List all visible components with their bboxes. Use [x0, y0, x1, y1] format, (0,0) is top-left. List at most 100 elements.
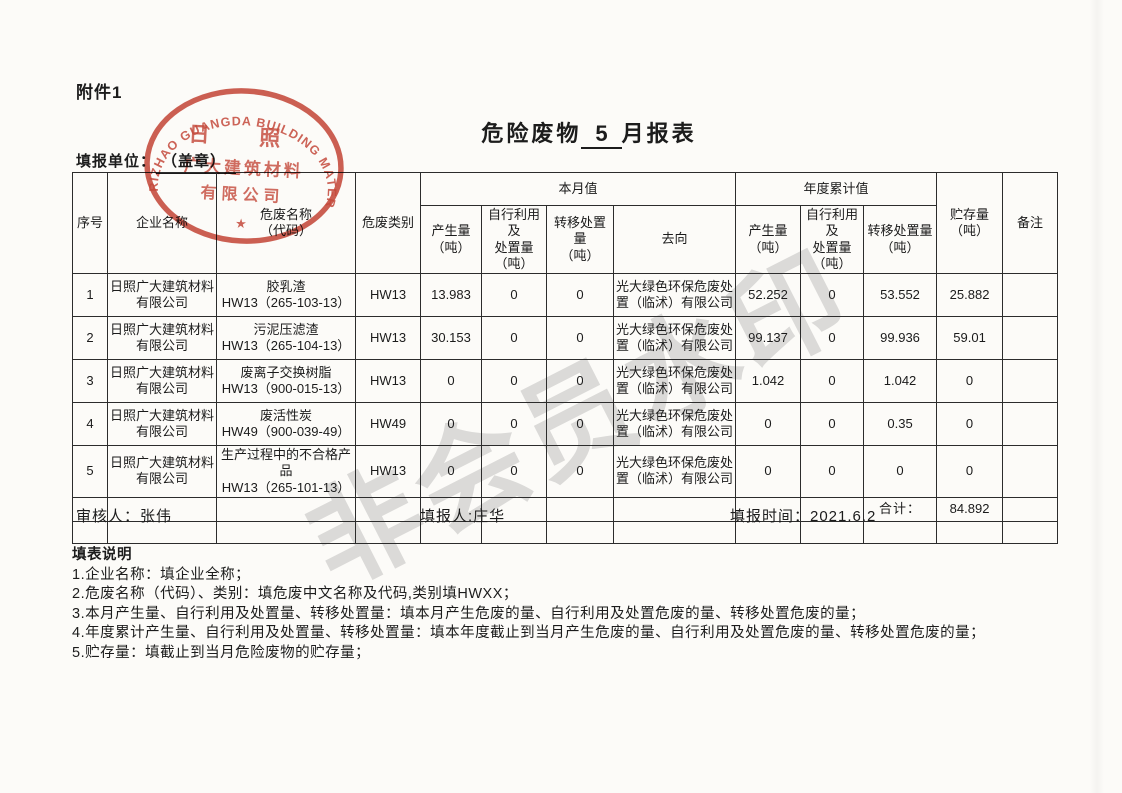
- header-seq: 序号: [72, 172, 108, 274]
- note-item: 3.本月产生量、自行利用及处置量、转移处置量：填本月产生危废的量、自行利用及处置…: [72, 605, 866, 622]
- cell-month-generated: 0: [420, 402, 482, 446]
- cell-category: HW13: [355, 316, 421, 360]
- title-suffix: 月报表: [621, 121, 697, 146]
- cell-month-self-disposed: 0: [481, 359, 547, 403]
- hazardous-waste-table: 序号 企业名称 危废名称 （代码） 危废类别 本月值 年度累计值 贮存量 （吨）…: [72, 172, 1059, 544]
- cell-category: HW13: [355, 359, 421, 403]
- cell-year-transferred: 99.936: [863, 316, 938, 360]
- cell-empty: [612, 496, 737, 522]
- cell-year-generated: 52.252: [735, 273, 802, 317]
- header-year-group: 年度累计值: [735, 172, 938, 206]
- cell-month-self-disposed: 0: [481, 402, 547, 446]
- cell-empty: [216, 496, 356, 522]
- cell-empty: [355, 520, 421, 544]
- cell-storage: 0: [936, 359, 1004, 403]
- cell-month-transferred: 0: [546, 273, 614, 317]
- cell-year-generated: 0: [735, 445, 802, 498]
- cell-year-transferred: 0.35: [863, 402, 938, 446]
- cell-category: HW13: [355, 273, 421, 317]
- header-waste-name: 危废名称 （代码）: [216, 172, 356, 274]
- cell-year-self-disposed: 0: [800, 316, 865, 360]
- cell-month-transferred: 0: [546, 402, 614, 446]
- waste-code: HW13（265-103-13）: [221, 295, 351, 310]
- cell-year-generated: 99.137: [735, 316, 802, 360]
- table-row: 5 日照广大建筑材料有限公司 生产过程中的不合格产品 HW13（265-101-1…: [72, 445, 1059, 498]
- cell-company: 日照广大建筑材料有限公司: [107, 402, 217, 446]
- unit-label: 填报单位：: [76, 153, 157, 170]
- cell-month-self-disposed: 0: [481, 445, 547, 498]
- cell-month-generated: 0: [420, 445, 482, 498]
- reviewer-signature: 审核人：张伟: [76, 508, 173, 525]
- page-title: 危险废物 5 月报表: [28, 116, 1122, 149]
- cell-category: HW49: [355, 402, 421, 446]
- cell-empty: [355, 496, 421, 522]
- cell-storage: 0: [936, 445, 1004, 498]
- cell-destination: 光大绿色环保危废处置（临沭）有限公司: [612, 316, 737, 360]
- cell-company: 日照广大建筑材料有限公司: [107, 273, 217, 317]
- header-year-transferred: 转移处置量 （吨）: [863, 205, 938, 274]
- cell-remark: [1002, 359, 1059, 403]
- header-remark: 备注: [1002, 172, 1059, 274]
- cell-empty: [546, 496, 614, 522]
- cell-waste: 废活性炭 HW49（900-039-49）: [216, 402, 356, 446]
- header-year-self-disposed: 自行利用及 处置量 （吨）: [800, 205, 865, 274]
- cell-storage: 59.01: [936, 316, 1004, 360]
- title-prefix: 危险废物: [481, 121, 582, 146]
- table-row: 1 日照广大建筑材料有限公司 胶乳渣 HW13（265-103-13） HW13 …: [72, 273, 1059, 317]
- cell-destination: 光大绿色环保危废处置（临沭）有限公司: [612, 402, 737, 446]
- table-row: 2 日照广大建筑材料有限公司 污泥压滤渣 HW13（265-104-13） HW1…: [72, 316, 1059, 360]
- note-item: 2.危废名称（代码）、类别：填危废中文名称及代码,类别填HWXX；: [72, 586, 518, 602]
- cell-year-transferred: 0: [863, 445, 938, 498]
- cell-waste: 废离子交换树脂 HW13（900-015-13）: [216, 359, 356, 403]
- header-destination: 去向: [612, 205, 737, 274]
- cell-empty: [546, 520, 614, 544]
- cell-year-generated: 0: [735, 402, 802, 446]
- cell-empty: [612, 520, 737, 544]
- cell-seq: 4: [72, 402, 108, 446]
- cell-empty: [863, 520, 938, 544]
- waste-code: HW49（900-039-49）: [221, 424, 351, 439]
- cell-month-generated: 0: [420, 359, 482, 403]
- waste-name: 污泥压滤渣: [253, 321, 319, 337]
- note-item: 4.年度累计产生量、自行利用及处置量、转移处置量：填本年度截止到当月产生危废的量…: [72, 625, 986, 641]
- cell-month-self-disposed: 0: [481, 316, 547, 360]
- cell-year-self-disposed: 0: [800, 445, 865, 498]
- cell-month-transferred: 0: [546, 359, 614, 403]
- table-header: 序号 企业名称 危废名称 （代码） 危废类别 本月值 年度累计值 贮存量 （吨）…: [72, 172, 1059, 274]
- cell-remark: [1002, 445, 1059, 498]
- cell-year-self-disposed: 0: [800, 359, 865, 403]
- table-body: 1 日照广大建筑材料有限公司 胶乳渣 HW13（265-103-13） HW13 …: [72, 273, 1059, 498]
- reporting-unit-line: 填报单位： （盖章）: [76, 150, 237, 174]
- cell-year-transferred: 1.042: [863, 359, 938, 403]
- total-label: 合计：: [863, 496, 938, 522]
- note-item: 5.贮存量：填截止到当月危险废物的贮存量；: [72, 644, 371, 661]
- cell-remark: [1002, 402, 1059, 446]
- report-date: 填报时间：2021.6.2: [730, 508, 877, 525]
- cell-seq: 3: [72, 359, 108, 403]
- header-year-generated: 产生量 （吨）: [735, 205, 802, 274]
- table-tail: 合计： 84.892: [72, 496, 1059, 544]
- cell-year-self-disposed: 0: [800, 273, 865, 317]
- cell-year-generated: 1.042: [735, 359, 802, 403]
- cell-company: 日照广大建筑材料有限公司: [107, 359, 217, 403]
- header-month-transferred: 转移处置量 （吨）: [546, 205, 614, 274]
- cell-empty: [216, 520, 356, 544]
- cell-seq: 5: [72, 445, 108, 498]
- waste-code: HW13（900-015-13）: [221, 381, 351, 396]
- header-storage: 贮存量 （吨）: [936, 172, 1004, 274]
- attachment-label: 附件1: [76, 83, 123, 102]
- cell-company: 日照广大建筑材料有限公司: [107, 316, 217, 360]
- cell-month-generated: 13.983: [420, 273, 482, 317]
- cell-remark: [1002, 316, 1059, 360]
- cell-empty: [735, 496, 802, 522]
- cell-month-transferred: 0: [546, 316, 614, 360]
- waste-code: HW13（265-101-13）: [221, 479, 351, 495]
- total-storage-value: 84.892: [936, 496, 1004, 522]
- cell-month-generated: 30.153: [420, 316, 482, 360]
- cell-empty: [936, 520, 1004, 544]
- cell-remark: [1002, 273, 1059, 317]
- waste-code: HW13（265-104-13）: [221, 338, 351, 353]
- scan-artifact: [1090, 0, 1104, 793]
- header-month-self-disposed: 自行利用及 处置量 （吨）: [481, 205, 547, 274]
